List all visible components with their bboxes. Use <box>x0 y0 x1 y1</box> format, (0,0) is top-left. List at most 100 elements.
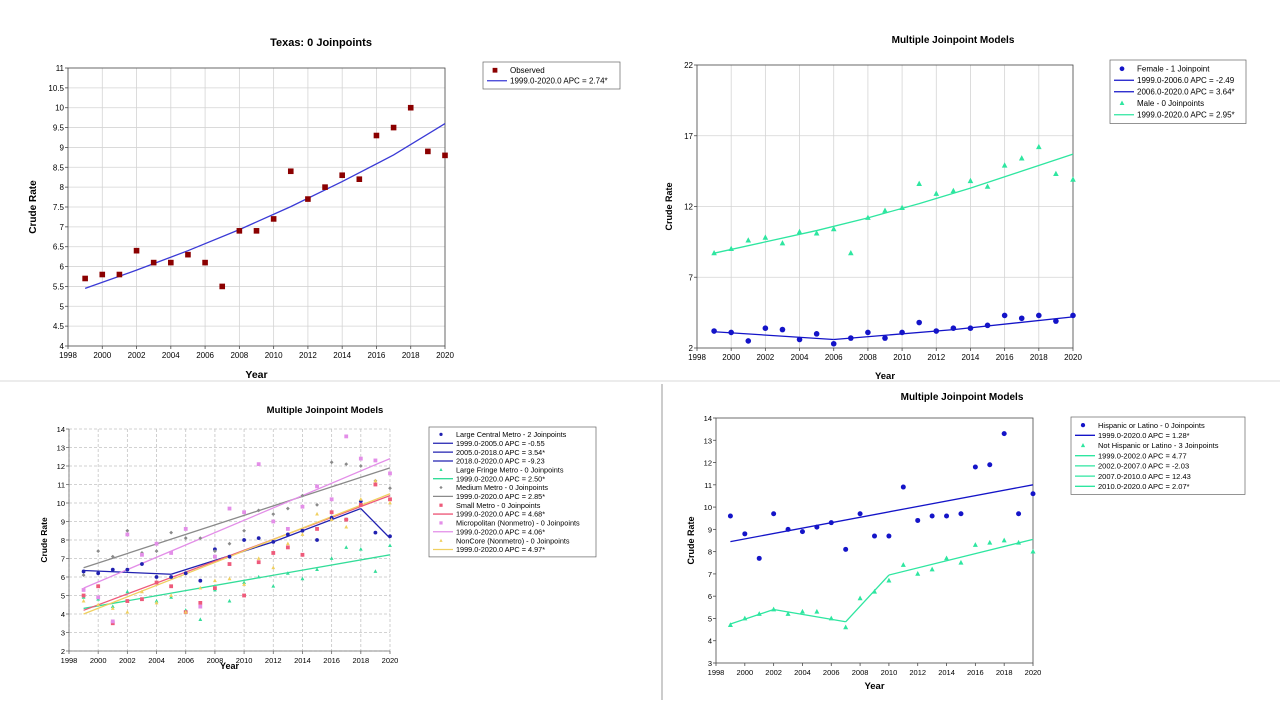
data-point <box>1036 312 1042 319</box>
y-tick-label: 5 <box>60 302 65 311</box>
chart-2: Multiple Joinpoint Models 1998 2000 2002 200… <box>664 35 1247 382</box>
data-point <box>287 168 294 175</box>
legend-marker <box>439 538 443 542</box>
data-point <box>169 593 174 597</box>
data-point <box>300 552 305 557</box>
series-line-2 <box>730 484 1034 543</box>
data-point <box>315 567 319 572</box>
data-point <box>315 484 319 489</box>
data-point <box>329 497 334 502</box>
legend-label: Not Hispanic or Latino - 3 Joinpoints <box>1098 441 1219 450</box>
x-tick-label: 1998 <box>688 353 706 362</box>
x-tick-label: 2010 <box>893 353 911 362</box>
data-point <box>830 225 837 232</box>
series-line-7 <box>888 538 1034 576</box>
data-point <box>271 519 276 524</box>
data-point <box>785 611 791 616</box>
data-point <box>813 230 820 236</box>
data-point <box>125 599 130 603</box>
data-point <box>373 132 380 139</box>
x-axis-label: Year <box>245 369 267 381</box>
x-tick-label: 2000 <box>736 668 753 677</box>
data-point <box>1070 176 1076 182</box>
data-point <box>728 329 734 336</box>
data-point <box>154 541 159 546</box>
legend: Observed 1999.0-2020.0 APC = 2.74* <box>482 61 621 90</box>
x-tick-label: 2004 <box>791 353 809 362</box>
data-point <box>711 249 717 256</box>
data-point <box>198 601 203 605</box>
x-tick-label: 2006 <box>823 668 840 677</box>
data-point <box>929 566 935 572</box>
x-tick-label: 2006 <box>177 656 194 665</box>
y-tick-label: 4 <box>61 610 65 619</box>
data-point <box>779 240 786 246</box>
x-axis-label: Year <box>875 371 895 382</box>
data-point <box>82 275 88 282</box>
y-tick-label: 4 <box>60 342 65 351</box>
data-point <box>865 329 871 336</box>
data-point <box>358 497 363 501</box>
data-point <box>358 456 363 461</box>
data-point <box>81 573 86 578</box>
y-tick-label: 10 <box>57 499 65 508</box>
legend-box <box>482 61 621 90</box>
y-tick-label: 2 <box>689 344 694 353</box>
data-point <box>227 506 232 511</box>
data-point <box>300 504 305 509</box>
legend-label: 1999.0-2020.0 APC = 2.50* <box>456 474 545 483</box>
legend-label: 1999.0-2020.0 APC = 1.28* <box>1098 431 1190 440</box>
data-point <box>1030 491 1036 497</box>
y-tick-label: 12 <box>684 203 693 212</box>
data-point <box>125 528 130 533</box>
data-point <box>899 204 905 211</box>
data-point <box>227 598 232 603</box>
data-point <box>198 604 203 609</box>
x-tick-label: 2006 <box>196 351 214 360</box>
data-point <box>140 552 144 557</box>
data-point <box>168 259 174 266</box>
data-point <box>745 338 752 344</box>
data-point <box>140 597 144 602</box>
data-point <box>81 593 86 598</box>
data-point <box>358 502 363 507</box>
data-point <box>916 319 922 326</box>
x-tick-label: 2018 <box>996 668 1013 677</box>
data-point <box>900 484 906 490</box>
y-tick-label: 6 <box>708 592 712 601</box>
data-point <box>1016 539 1022 545</box>
y-tick-label: 4.5 <box>53 322 65 331</box>
data-point <box>915 517 921 523</box>
data-point <box>110 554 115 559</box>
y-tick-label: 13 <box>57 444 65 453</box>
data-point <box>256 462 261 467</box>
data-point <box>1001 312 1008 319</box>
series-line-2 <box>714 331 834 341</box>
y-tick-label: 9.5 <box>53 124 65 133</box>
x-tick-label: 2020 <box>1025 668 1042 677</box>
data-point <box>727 513 733 519</box>
data-point <box>315 527 319 531</box>
data-point <box>828 520 834 526</box>
series-line-14 <box>83 493 391 615</box>
chart-1: Texas: 0 Joinpoints 1998 2000 2002 2004 2006 2… <box>28 37 621 381</box>
data-point <box>285 541 290 546</box>
data-point <box>96 595 101 600</box>
legend-label: 1999.0-2002.0 APC = 4.77 <box>1098 451 1187 460</box>
data-point <box>958 559 964 565</box>
series-points-3 <box>727 537 1036 630</box>
x-tick-label: 2012 <box>299 351 317 360</box>
legend-label: Micropolitan (Nonmetro) - 0 Joinpoints <box>456 519 580 528</box>
data-point <box>253 228 260 234</box>
data-point <box>242 582 246 586</box>
data-point <box>933 190 940 196</box>
data-point <box>771 511 777 517</box>
data-point <box>140 562 144 566</box>
legend-marker <box>1080 422 1086 428</box>
x-tick-label: 2002 <box>128 351 146 360</box>
data-point <box>213 586 217 590</box>
data-point <box>425 148 431 155</box>
y-tick-label: 5 <box>61 592 65 601</box>
data-point <box>796 336 803 343</box>
